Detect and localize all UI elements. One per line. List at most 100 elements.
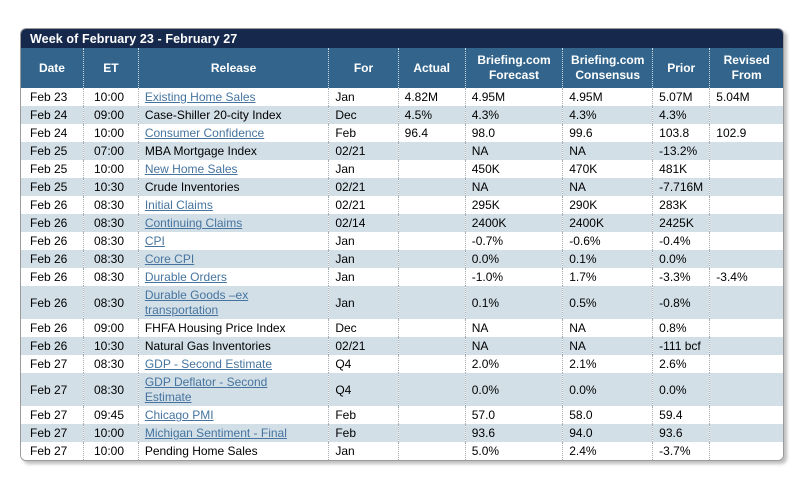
cell-consensus: NA — [562, 337, 653, 355]
cell-consensus: 4.95M — [562, 88, 653, 106]
release-link[interactable]: Initial Claims — [144, 198, 213, 212]
table-row: Feb 25 10:00 New Home Sales Jan 450K 470… — [21, 160, 783, 178]
cell-consensus: -0.6% — [562, 232, 653, 250]
cell-release: CPI — [137, 232, 329, 250]
cell-release: Durable Goods –ex transportation — [137, 286, 329, 319]
cell-prior: -3.3% — [652, 268, 710, 286]
table-row: Feb 26 08:30 Core CPI Jan 0.0% 0.1% 0.0% — [21, 250, 783, 268]
cell-for: Jan — [328, 88, 399, 106]
cell-date: Feb 27 — [30, 357, 68, 371]
cell-et: 10:00 — [82, 424, 139, 442]
cell-actual — [397, 268, 466, 286]
release-link[interactable]: GDP Deflator - Second Estimate — [144, 375, 268, 404]
col-header-et: ET — [82, 48, 139, 88]
release-link[interactable]: Existing Home Sales — [144, 90, 256, 104]
cell-et: 09:45 — [82, 406, 139, 424]
release-link[interactable]: GDP - Second Estimate — [144, 357, 272, 371]
table-row: Feb 26 10:30 Natural Gas Inventories 02/… — [21, 337, 783, 355]
cell-et: 09:00 — [82, 106, 139, 124]
release-text: Crude Inventories — [144, 180, 240, 194]
cell-consensus: NA — [562, 142, 653, 160]
cell-release: Natural Gas Inventories — [137, 337, 329, 355]
cell-prior: 5.07M — [652, 88, 710, 106]
cell-revised-from — [709, 142, 783, 160]
cell-forecast: 450K — [464, 160, 563, 178]
cell-prior: 0.8% — [652, 319, 710, 337]
cell-actual — [397, 232, 466, 250]
table-row: Feb 25 10:30 Crude Inventories 02/21 NA … — [21, 178, 783, 196]
cell-consensus: 4.3% — [562, 106, 653, 124]
cell-et: 10:00 — [82, 124, 139, 142]
table-row: Feb 27 09:45 Chicago PMI Feb 57.0 58.0 5… — [21, 406, 783, 424]
cell-date: Feb 26 — [30, 198, 68, 212]
cell-for: 02/21 — [328, 196, 399, 214]
cell-release: Michigan Sentiment - Final — [137, 424, 329, 442]
cell-forecast: 57.0 — [464, 406, 563, 424]
cell-prior: 2425K — [652, 214, 710, 232]
release-link[interactable]: Durable Goods –ex transportation — [144, 288, 249, 317]
cell-revised-from — [709, 250, 783, 268]
cell-for: 02/21 — [328, 178, 399, 196]
release-link[interactable]: Continuing Claims — [144, 216, 243, 230]
release-text: MBA Mortgage Index — [144, 144, 257, 158]
cell-for: Jan — [328, 250, 399, 268]
release-link[interactable]: Michigan Sentiment - Final — [144, 426, 287, 440]
cell-actual — [397, 355, 466, 373]
cell-revised-from — [709, 214, 783, 232]
cell-release: GDP - Second Estimate — [137, 355, 329, 373]
release-text: FHFA Housing Price Index — [144, 321, 286, 335]
cell-consensus: 58.0 — [562, 406, 653, 424]
cell-actual — [397, 337, 466, 355]
cell-prior: 481K — [652, 160, 710, 178]
cell-revised-from — [709, 232, 783, 250]
cell-consensus: 2.4% — [562, 442, 653, 460]
cell-prior: -7.716M — [652, 178, 710, 196]
table-row: Feb 27 10:00 Michigan Sentiment - Final … — [21, 424, 783, 442]
cell-forecast: 0.0% — [464, 250, 563, 268]
cell-date: Feb 23 — [30, 90, 68, 104]
col-header-consensus: Briefing.com Consensus — [562, 48, 653, 88]
cell-date: Feb 26 — [30, 321, 68, 335]
cell-release: Chicago PMI — [137, 406, 329, 424]
release-link[interactable]: Durable Orders — [144, 270, 227, 284]
cell-forecast: -0.7% — [464, 232, 563, 250]
release-link[interactable]: CPI — [144, 234, 165, 248]
cell-release: Consumer Confidence — [137, 124, 329, 142]
cell-prior: 93.6 — [652, 424, 710, 442]
release-text: Natural Gas Inventories — [144, 339, 271, 353]
release-link[interactable]: Consumer Confidence — [144, 126, 265, 140]
cell-date: Feb 26 — [30, 252, 68, 266]
cell-et: 09:00 — [82, 319, 139, 337]
release-link[interactable]: New Home Sales — [144, 162, 238, 176]
cell-actual: 96.4 — [397, 124, 466, 142]
cell-revised-from — [709, 319, 783, 337]
cell-prior: 2.6% — [652, 355, 710, 373]
cell-prior: 4.3% — [652, 106, 710, 124]
cell-date: Feb 27 — [30, 408, 68, 422]
cell-date: Feb 26 — [30, 234, 68, 248]
cell-et: 08:30 — [82, 214, 139, 232]
cell-et: 08:30 — [82, 268, 139, 286]
cell-for: Feb — [328, 424, 399, 442]
cell-consensus: 0.0% — [562, 373, 653, 406]
release-link[interactable]: Chicago PMI — [144, 408, 214, 422]
cell-release: Durable Orders — [137, 268, 329, 286]
cell-forecast: -1.0% — [464, 268, 563, 286]
release-link[interactable]: Core CPI — [144, 252, 195, 266]
cell-release: Pending Home Sales — [137, 442, 329, 460]
cell-consensus: 470K — [562, 160, 653, 178]
cell-date: Feb 27 — [30, 382, 68, 397]
cell-consensus: 94.0 — [562, 424, 653, 442]
col-header-actual: Actual — [397, 48, 466, 88]
cell-release: Initial Claims — [137, 196, 329, 214]
cell-date: Feb 26 — [30, 339, 68, 353]
cell-for: Q4 — [328, 355, 399, 373]
table-row: Feb 27 08:30 GDP Deflator - Second Estim… — [21, 373, 783, 406]
cell-actual — [397, 319, 466, 337]
cell-et: 10:00 — [82, 160, 139, 178]
cell-prior: -0.8% — [652, 286, 710, 319]
cell-revised-from — [709, 106, 783, 124]
table-row: Feb 26 08:30 Initial Claims 02/21 295K 2… — [21, 196, 783, 214]
cell-date: Feb 27 — [30, 426, 68, 440]
cell-for: 02/14 — [328, 214, 399, 232]
